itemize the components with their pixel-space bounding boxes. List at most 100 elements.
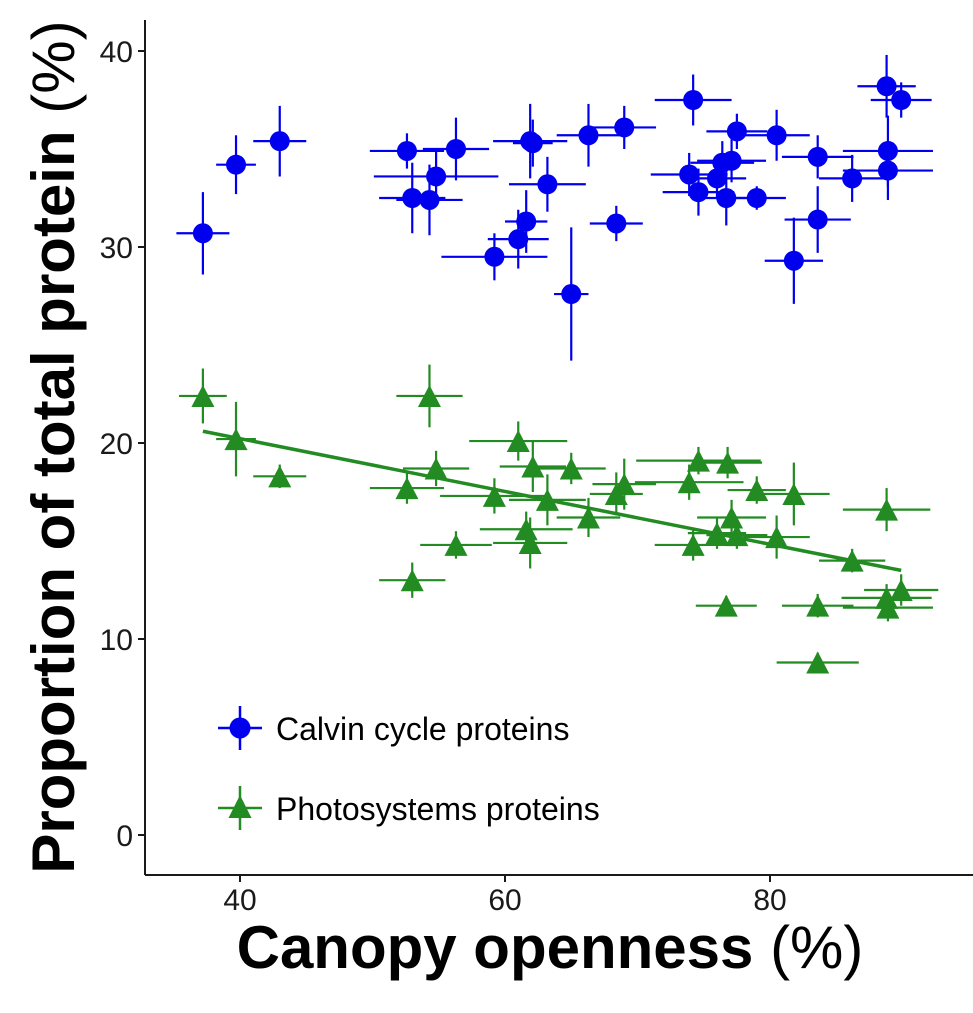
y-axis-title-unit: (%) <box>20 20 87 113</box>
legend-label-calvin: Calvin cycle proteins <box>276 711 569 747</box>
data-point-photosystems <box>369 472 445 504</box>
data-point-photosystems <box>842 488 931 532</box>
circle-marker <box>877 160 898 181</box>
circle-marker <box>891 90 912 110</box>
data-point-calvin <box>727 186 786 210</box>
circle-marker <box>783 250 804 271</box>
plot-area <box>176 54 939 674</box>
triangle-marker <box>559 457 583 480</box>
triangle-marker <box>521 455 545 478</box>
data-point-calvin <box>369 133 445 169</box>
x-axis-ticks: 40 60 80 <box>223 875 787 917</box>
triangle-marker <box>889 579 913 601</box>
circle-marker <box>578 125 599 146</box>
circle-marker <box>606 213 627 234</box>
x-tick-label: 80 <box>753 884 786 917</box>
y-axis-title-main: Proportion of total protein <box>20 130 87 873</box>
circle-marker <box>614 117 635 138</box>
circle-marker <box>269 131 290 152</box>
triangle-marker <box>716 451 740 474</box>
triangle-marker <box>714 594 738 617</box>
data-point-photosystems <box>420 531 492 559</box>
circle-marker <box>561 284 582 305</box>
data-point-calvin <box>654 74 732 126</box>
triangle-marker <box>518 531 542 554</box>
data-point-photosystems <box>402 450 470 487</box>
data-point-calvin <box>556 103 621 167</box>
data-point-photosystems <box>743 515 810 559</box>
circle-marker <box>484 246 505 267</box>
circle-marker <box>402 188 423 208</box>
triangle-marker <box>268 465 292 488</box>
data-point-calvin <box>554 227 589 361</box>
data-point-photosystems <box>379 562 446 598</box>
data-point-photosystems <box>556 497 621 538</box>
x-axis-title: Canopy openness (%) <box>237 914 864 981</box>
x-tick-label: 60 <box>488 884 521 917</box>
data-point-calvin <box>743 109 810 161</box>
data-point-photosystems <box>776 651 859 674</box>
data-point-photosystems <box>781 593 854 618</box>
legend-label-photosystems: Photosystems proteins <box>276 791 600 827</box>
triangle-marker <box>395 477 419 500</box>
circle-marker <box>226 154 247 175</box>
data-point-calvin <box>784 186 851 253</box>
data-point-photosystems <box>842 593 933 622</box>
data-point-calvin <box>589 205 643 242</box>
legend: Calvin cycle proteins Photosystems prote… <box>218 706 600 830</box>
y-axis-title: Proportion of total protein (%) <box>20 20 87 873</box>
data-point-photosystems <box>493 517 568 569</box>
triangle-marker <box>514 518 538 541</box>
data-point-photosystems <box>695 594 757 617</box>
circle-marker <box>537 174 558 195</box>
triangle-marker <box>482 484 506 507</box>
data-point-calvin <box>508 156 586 212</box>
y-tick-label: 20 <box>100 428 133 461</box>
circle-marker <box>807 146 828 167</box>
triangle-marker <box>686 449 710 472</box>
legend-item-calvin: Calvin cycle proteins <box>218 706 569 750</box>
triangle-marker <box>677 471 701 494</box>
x-tick-label: 40 <box>223 884 256 917</box>
data-point-photosystems <box>636 446 761 475</box>
data-point-photosystems <box>693 446 763 479</box>
data-point-calvin <box>592 105 657 149</box>
data-point-photosystems <box>864 574 939 606</box>
data-point-calvin <box>697 139 767 183</box>
triangle-marker <box>875 498 899 521</box>
circle-marker <box>426 166 447 187</box>
data-point-calvin <box>764 217 823 304</box>
data-point-calvin <box>857 54 916 118</box>
triangle-marker <box>400 569 424 592</box>
data-point-calvin <box>505 190 548 253</box>
legend-item-photosystems: Photosystems proteins <box>218 786 600 830</box>
y-tick-label: 30 <box>100 232 133 265</box>
triangle-marker <box>191 384 215 407</box>
data-point-photosystems <box>758 462 830 526</box>
data-point-calvin <box>441 233 548 281</box>
circle-marker <box>445 139 466 159</box>
circle-marker <box>396 140 417 161</box>
data-point-photosystems <box>469 421 568 461</box>
circle-marker <box>683 90 704 110</box>
y-tick-label: 0 <box>116 820 133 853</box>
triangle-marker <box>725 524 749 547</box>
circle-marker <box>679 164 700 185</box>
circle-marker <box>688 182 709 203</box>
triangle-marker <box>806 594 830 617</box>
circle-marker <box>807 209 828 230</box>
data-point-calvin <box>819 154 886 202</box>
triangle-marker <box>417 384 441 407</box>
data-point-calvin <box>176 192 230 275</box>
y-tick-label: 40 <box>100 36 133 69</box>
triangle-marker <box>875 586 899 609</box>
circle-marker <box>192 223 213 244</box>
data-point-photosystems <box>253 464 307 489</box>
circle-marker <box>842 168 863 189</box>
triangle-marker <box>612 473 636 496</box>
trend-line <box>202 429 902 573</box>
data-point-photosystems <box>592 458 657 510</box>
trend-line-group <box>202 429 902 573</box>
y-axis-ticks: 0 10 20 30 40 <box>100 36 145 853</box>
